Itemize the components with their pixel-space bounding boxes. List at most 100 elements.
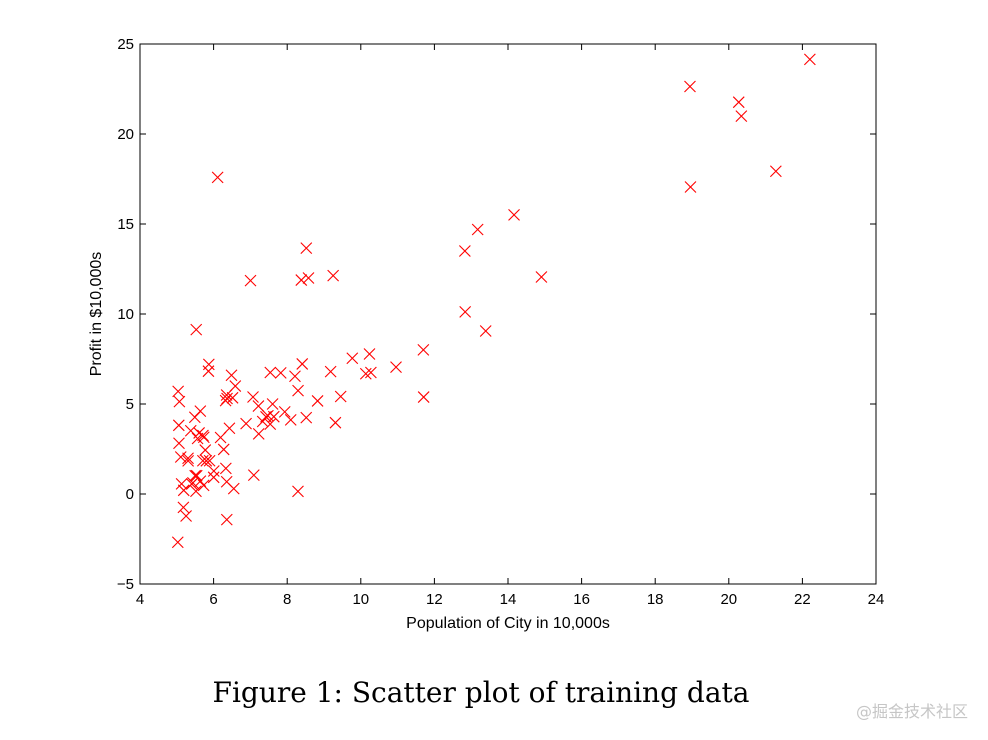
data-point [217,443,230,456]
data-point [327,269,340,282]
data-point [214,431,227,444]
data-point [184,424,197,437]
data-point [225,369,238,382]
data-point [211,171,224,184]
data-point [684,181,697,193]
data-point [174,451,187,463]
data-point [346,352,359,365]
data-point [264,366,277,379]
data-point [289,370,301,383]
data-point [292,485,304,498]
data-point [171,536,184,549]
data-point [329,416,342,429]
data-point [390,361,402,374]
data-point [334,390,347,403]
x-tick-label: 8 [283,591,291,608]
x-axis-label: Population of City in 10,000s [406,615,610,632]
data-point [190,323,203,336]
data-point [199,444,212,456]
data-point [295,274,308,286]
x-tick-label: 16 [573,591,590,608]
data-point [363,348,376,360]
data-point [266,398,279,410]
data-point [471,223,484,236]
y-tick-label: 15 [117,216,134,233]
data-point [186,477,199,489]
data-point [769,165,782,178]
data-point [278,405,291,418]
data-point [207,465,220,477]
data-point [459,306,472,318]
y-tick-label: 5 [126,396,134,413]
data-point [177,484,190,497]
data-point [240,417,252,430]
data-point [252,427,265,440]
data-point [172,419,185,432]
data-point [193,427,206,439]
data-point [324,365,337,378]
data-point [175,478,188,490]
data-point [200,454,213,467]
data-point [226,391,239,404]
data-point [173,437,185,450]
data-point [244,274,257,287]
x-tick-label: 12 [426,591,443,608]
plot-area-frame [139,43,877,585]
data-point [173,395,186,408]
data-point [256,415,269,428]
data-point [302,272,315,284]
data-point [182,454,195,467]
x-tick-label: 6 [209,591,217,608]
data-point [190,485,202,498]
data-point [803,53,816,66]
x-tick-label: 20 [720,591,737,608]
x-tick-label: 18 [647,591,664,608]
x-tick-label: 4 [136,591,144,608]
x-tick-label: 24 [868,591,885,608]
data-point [458,245,471,257]
data-point [220,513,233,526]
y-tick-label: −5 [117,576,134,593]
data-point [359,367,372,380]
data-point [172,385,185,398]
data-point [220,475,233,488]
data-point [189,469,202,482]
y-tick-label: 25 [117,36,134,53]
data-point [194,405,207,418]
data-point [735,110,748,123]
x-tick-label: 10 [352,591,369,608]
data-point [190,469,203,482]
data-point [417,391,430,403]
data-point [732,96,745,109]
data-point [207,471,220,484]
y-tick-label: 10 [117,306,134,323]
scatter-plot: 4 6 8 10 12 14 16 18 20 22 24 −5 0 5 10 15 20 25 Populatio… [88,36,885,632]
series-training-data [171,53,816,549]
data-point [197,429,209,442]
data-point [292,384,304,397]
data-point [300,411,313,424]
data-point [296,358,309,370]
data-point [274,366,287,379]
figure-caption: Figure 1: Scatter plot of training data [212,676,750,709]
data-point [267,410,280,423]
data-point [311,395,324,407]
data-point [264,418,277,430]
y-tick-label: 20 [117,126,134,143]
data-point [247,469,260,482]
data-point [508,209,520,221]
data-point [177,501,190,514]
data-point [364,366,377,379]
data-point [479,325,492,337]
data-point [196,454,209,467]
data-point [684,80,696,93]
data-point [300,242,313,254]
watermark: @掘金技术社区 [855,702,968,721]
data-point [182,452,194,465]
data-point [197,479,210,492]
y-axis-label: Profit in $10,000s [88,252,105,377]
data-point [535,271,548,283]
data-point [202,358,215,371]
data-point [247,391,259,403]
